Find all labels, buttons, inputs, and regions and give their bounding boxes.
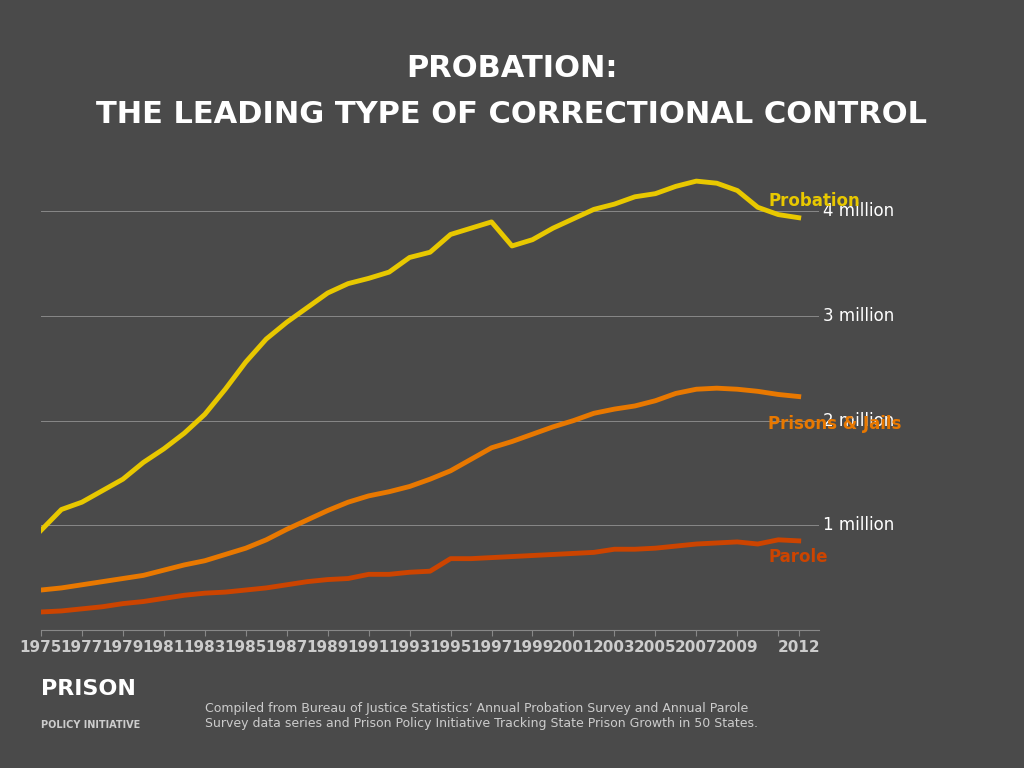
Text: PROBATION:: PROBATION: [407, 54, 617, 83]
Text: THE LEADING TYPE OF CORRECTIONAL CONTROL: THE LEADING TYPE OF CORRECTIONAL CONTROL [96, 100, 928, 129]
Text: PRISON: PRISON [41, 679, 136, 699]
Text: 4 million: 4 million [823, 203, 894, 220]
Text: 3 million: 3 million [823, 307, 895, 325]
Text: Parole: Parole [768, 548, 827, 566]
Text: Compiled from Bureau of Justice Statistics’ Annual Probation Survey and Annual P: Compiled from Bureau of Justice Statisti… [205, 702, 758, 730]
Text: 2 million: 2 million [823, 412, 895, 429]
Text: Prisons & Jails: Prisons & Jails [768, 415, 901, 433]
Text: Probation: Probation [768, 193, 860, 210]
Text: POLICY INITIATIVE: POLICY INITIATIVE [41, 720, 140, 730]
Text: 1 million: 1 million [823, 516, 895, 535]
